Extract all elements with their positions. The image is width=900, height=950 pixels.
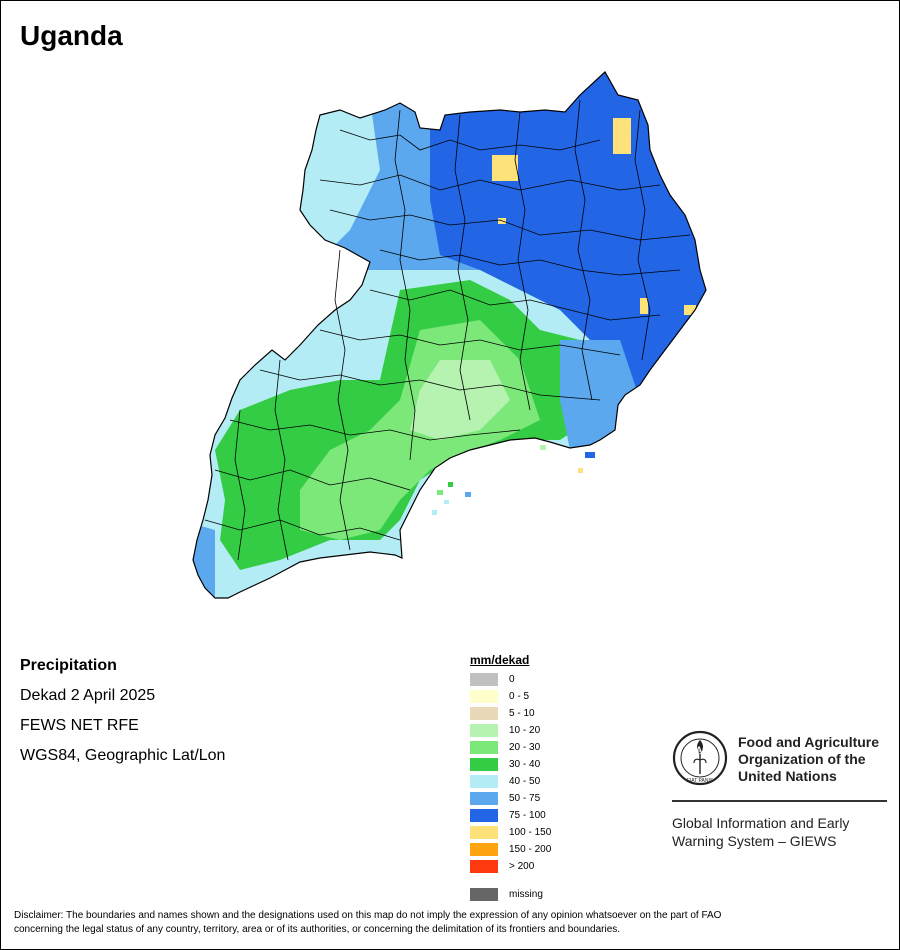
legend-swatch (470, 775, 498, 788)
legend-label: 150 - 200 (509, 844, 552, 855)
legend-swatch (470, 741, 498, 754)
legend-item: 5 - 10 (470, 705, 551, 722)
legend-swatch (470, 690, 498, 703)
legend-label: 0 (509, 674, 515, 685)
legend-item: 40 - 50 (470, 773, 551, 790)
district-boundaries (204, 99, 691, 561)
legend-item: > 200 (470, 858, 551, 875)
legend-item: 10 - 20 (470, 722, 551, 739)
fao-logo: FAO FIAT PANIS (672, 730, 728, 786)
svg-text:FIAT PANIS: FIAT PANIS (687, 778, 714, 784)
legend-item: 75 - 100 (470, 807, 551, 824)
legend-swatch (470, 724, 498, 737)
org-name-line: United Nations (738, 768, 837, 784)
variable-label: Precipitation (20, 657, 117, 674)
projection-label: WGS84, Geographic Lat/Lon (20, 747, 226, 764)
legend: mm/dekad 0 0 - 5 5 - 10 10 - 20 20 - 30 30 - … (470, 653, 551, 903)
legend-swatch (470, 843, 498, 856)
legend-item-missing: missing (470, 886, 551, 903)
legend-swatch (470, 860, 498, 873)
legend-label: 0 - 5 (509, 691, 530, 702)
fao-organization-name: Food and Agriculture Organization of the… (738, 734, 898, 785)
disclaimer-line: Disclaimer: The boundaries and names sho… (14, 910, 722, 921)
divider (672, 800, 887, 802)
legend-swatch (470, 792, 498, 805)
legend-label: > 200 (509, 861, 535, 872)
legend-label: 20 - 30 (509, 742, 541, 753)
period-label: Dekad 2 April 2025 (20, 687, 156, 704)
legend-label: missing (509, 889, 543, 900)
org-name-line: Organization of the (738, 751, 866, 767)
legend-label: 5 - 10 (509, 708, 535, 719)
uganda-precipitation-map (192, 71, 707, 599)
map-info: Precipitation Dekad 2 April 2025 FEWS NE… (20, 656, 225, 776)
disclaimer: Disclaimer: The boundaries and names sho… (14, 909, 889, 937)
source-label: FEWS NET RFE (20, 717, 139, 734)
legend-label: 30 - 40 (509, 759, 541, 770)
legend-item: 20 - 30 (470, 739, 551, 756)
legend-swatch (470, 758, 498, 771)
legend-label: 50 - 75 (509, 793, 541, 804)
legend-label: 40 - 50 (509, 776, 541, 787)
legend-label: 100 - 150 (509, 827, 552, 838)
legend-item: 30 - 40 (470, 756, 551, 773)
legend-swatch (470, 673, 498, 686)
legend-swatch (470, 826, 498, 839)
legend-swatch (470, 809, 498, 822)
giews-name: Global Information and Early Warning Sys… (672, 814, 892, 850)
legend-title: mm/dekad (470, 653, 530, 667)
map-title: Uganda (20, 20, 123, 51)
legend-label: 75 - 100 (509, 810, 546, 821)
legend-label: 10 - 20 (509, 725, 541, 736)
legend-swatch (470, 888, 498, 901)
org-name-line: Food and Agriculture (738, 734, 880, 750)
legend-item: 0 (470, 671, 551, 688)
giews-line: Warning System – GIEWS (672, 833, 837, 849)
lake-victoria-islands (432, 445, 595, 515)
giews-line: Global Information and Early (672, 815, 850, 831)
legend-item: 50 - 75 (470, 790, 551, 807)
legend-item: 100 - 150 (470, 824, 551, 841)
legend-item: 0 - 5 (470, 688, 551, 705)
legend-item: 150 - 200 (470, 841, 551, 858)
svg-text:FAO: FAO (691, 745, 710, 755)
disclaimer-line: concerning the legal status of any count… (14, 924, 621, 935)
legend-swatch (470, 707, 498, 720)
